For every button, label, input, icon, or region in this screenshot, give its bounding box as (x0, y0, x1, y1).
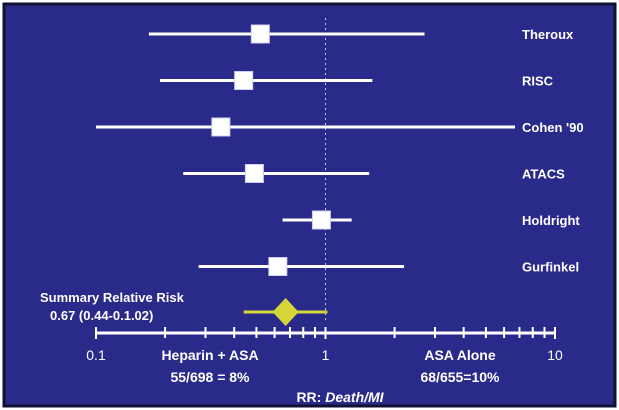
study-label: RISC (522, 74, 554, 89)
study-point (311, 210, 331, 230)
x-axis-title: RR: Death/MI (296, 389, 384, 405)
study-row: Cohen '90 (96, 117, 584, 137)
summary-row: Summary Relative Risk 0.67 (0.44-0.1.02) (40, 290, 328, 326)
study-label: Cohen '90 (522, 120, 584, 135)
x-tick-label: 1 (322, 347, 330, 363)
left-label-line1: Heparin + ASA (161, 347, 258, 363)
x-tick-label: 0.1 (86, 347, 106, 363)
x-axis-title-prefix: RR: (296, 389, 325, 405)
x-axis: 0.1 1 10 (86, 327, 563, 363)
study-point (211, 117, 231, 137)
study-point (268, 257, 288, 276)
summary-label-line1: Summary Relative Risk (40, 290, 185, 305)
study-point (244, 164, 264, 183)
study-label: Holdright (522, 213, 580, 228)
study-label: Gurfinkel (522, 260, 579, 275)
study-row: ATACS (183, 164, 565, 183)
x-tick-label: 10 (547, 347, 563, 363)
study-point (234, 71, 254, 90)
summary-diamond (272, 298, 299, 326)
x-axis-title-italic: Death/MI (325, 389, 384, 405)
study-row: Gurfinkel (198, 257, 579, 276)
study-row: RISC (159, 71, 554, 90)
right-label-line2: 68/655=10% (420, 369, 500, 385)
summary-label-line2: 0.67 (0.44-0.1.02) (50, 308, 153, 323)
left-label-line2: 55/698 = 8% (170, 369, 250, 385)
right-label-line1: ASA Alone (424, 347, 496, 363)
study-row: Theroux (148, 24, 574, 44)
study-point (250, 24, 270, 44)
study-rows: Theroux RISC Cohen '90 ATACS Holdright Gurfin… (96, 24, 584, 276)
study-label: ATACS (522, 167, 565, 182)
study-row: Holdright (282, 210, 580, 230)
study-label: Theroux (522, 27, 574, 42)
